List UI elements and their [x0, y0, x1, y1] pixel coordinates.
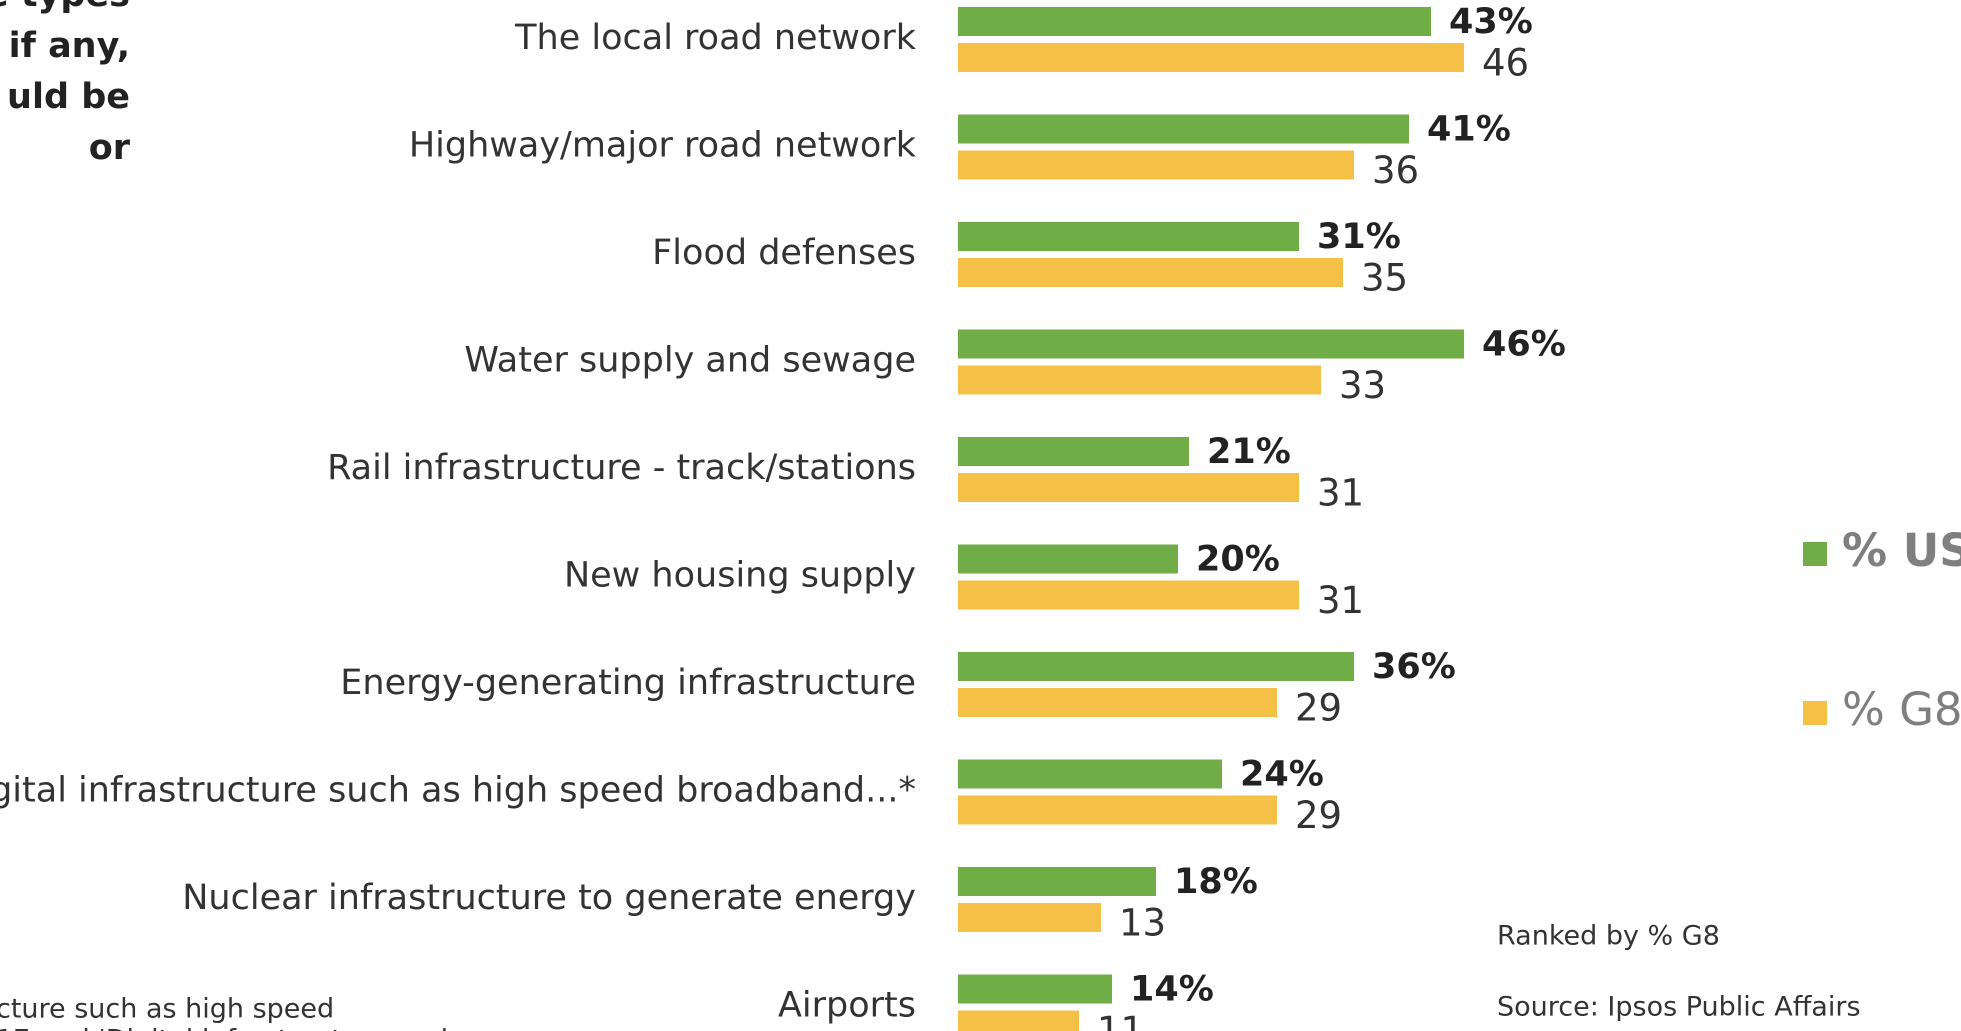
bar: [958, 43, 1464, 72]
bar: [958, 114, 1409, 144]
value-label: 11: [1097, 1009, 1144, 1031]
note: Source: Ipsos Public Affairs: [1497, 992, 1861, 1023]
bar: [958, 150, 1354, 180]
value-label: 18%: [1174, 862, 1258, 902]
category-label: Nuclear infrastructure to generate energ…: [182, 878, 916, 918]
value-label: 29: [1295, 794, 1342, 837]
bar: [958, 544, 1178, 574]
legend-label: % G8: [1842, 683, 1961, 736]
legend-swatch: [1803, 542, 1827, 566]
bar: [958, 795, 1277, 825]
footnote: cture such as high speed: [0, 994, 334, 1025]
bar: [958, 1010, 1079, 1031]
bar: [958, 688, 1277, 717]
category-label: Airports: [778, 986, 916, 1026]
bar: [958, 903, 1101, 932]
value-label: 46: [1482, 42, 1529, 85]
title-line: e types: [0, 0, 130, 15]
footnote: 17 and 'Digital infrastructure such as: [0, 1025, 497, 1031]
category-label: Digital infrastructure such as high spee…: [0, 771, 916, 811]
bar: [958, 473, 1299, 502]
value-label: 13: [1119, 902, 1166, 945]
title-line: if any,: [9, 26, 130, 66]
value-label: 46%: [1482, 325, 1566, 365]
bar: [958, 222, 1299, 251]
value-label: 21%: [1207, 432, 1291, 472]
value-label: 36: [1372, 149, 1419, 192]
value-label: 31: [1317, 579, 1364, 622]
bar: [958, 759, 1222, 789]
bar: [958, 437, 1189, 466]
value-label: 36%: [1372, 647, 1456, 687]
bar: [958, 867, 1156, 896]
category-label: Rail infrastructure - track/stations: [327, 448, 916, 488]
title-line: uld be: [7, 77, 130, 117]
bar: [958, 580, 1299, 610]
bar: [958, 365, 1321, 395]
bar: [958, 974, 1112, 1004]
note: Ranked by % G8: [1497, 921, 1720, 952]
value-label: 31%: [1317, 217, 1401, 257]
value-label: 14%: [1130, 970, 1214, 1010]
bar: [958, 652, 1354, 681]
legend-swatch: [1803, 701, 1827, 725]
category-label: Water supply and sewage: [464, 341, 916, 381]
category-label: The local road network: [514, 18, 917, 58]
bar: [958, 7, 1431, 36]
value-label: 41%: [1427, 110, 1511, 150]
value-label: 29: [1295, 687, 1342, 730]
category-label: Flood defenses: [652, 233, 916, 273]
value-label: 43%: [1449, 2, 1533, 42]
value-label: 35: [1361, 257, 1408, 300]
category-label: Highway/major road network: [409, 126, 917, 166]
bar: [958, 329, 1464, 359]
bar: [958, 258, 1343, 287]
category-label: Energy-generating infrastructure: [340, 663, 916, 703]
value-label: 31: [1317, 472, 1364, 515]
value-label: 20%: [1196, 540, 1280, 580]
category-label: New housing supply: [564, 556, 916, 596]
value-label: 24%: [1240, 755, 1324, 795]
value-label: 33: [1339, 364, 1386, 407]
legend-label: % US: [1842, 524, 1961, 577]
title-line: or: [89, 128, 131, 168]
